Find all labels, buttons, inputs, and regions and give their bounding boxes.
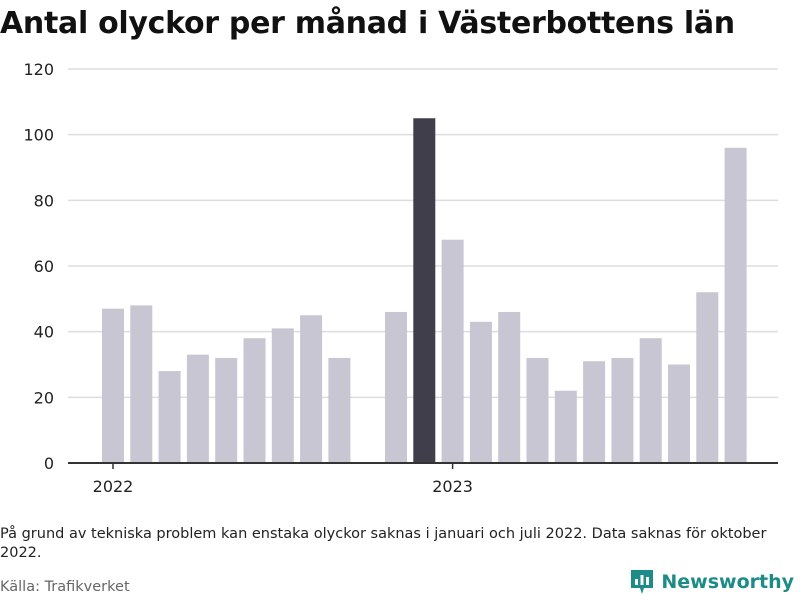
bar-2023-10 bbox=[696, 292, 719, 463]
bar-2022-07 bbox=[271, 328, 294, 463]
brand-logo: Newsworthy bbox=[629, 568, 794, 596]
y-tick-label: 0 bbox=[44, 454, 54, 473]
y-tick-label: 40 bbox=[34, 323, 54, 342]
y-tick-label: 20 bbox=[34, 388, 54, 407]
bars bbox=[102, 118, 747, 464]
bar-2023-05 bbox=[554, 390, 577, 463]
bar-chart-logo-icon bbox=[631, 570, 654, 594]
bar-2022-11 bbox=[385, 311, 407, 463]
x-tick-label: 2022 bbox=[93, 477, 134, 496]
bar-2022-04 bbox=[186, 354, 209, 463]
bar-2022-05 bbox=[215, 357, 238, 463]
bar-2023-08 bbox=[639, 338, 662, 463]
source-note: Källa: Trafikverket bbox=[0, 579, 130, 595]
bar-2022-12 bbox=[413, 118, 436, 463]
chart-title: Antal olyckor per månad i Västerbottens … bbox=[0, 6, 735, 41]
y-tick-label: 80 bbox=[34, 191, 54, 210]
bar-2022-09 bbox=[328, 357, 351, 463]
y-tick-label: 100 bbox=[23, 126, 54, 145]
x-axis: 2022 2023 bbox=[68, 462, 778, 496]
bar-2023-02 bbox=[469, 321, 492, 463]
y-axis-ticks: 0 20 40 60 80 100 120 bbox=[23, 60, 54, 473]
bar-2022-03 bbox=[158, 371, 181, 463]
bar-chart: 0 20 40 60 80 100 120 2022 2023 bbox=[23, 60, 778, 496]
footnote: På grund av tekniska problem kan enstaka… bbox=[0, 526, 767, 561]
bar-2023-01 bbox=[441, 239, 464, 463]
bar-2023-03 bbox=[498, 311, 521, 463]
bar-2022-02 bbox=[130, 305, 153, 463]
bar-2023-06 bbox=[583, 361, 606, 463]
bar-2022-06 bbox=[243, 338, 266, 463]
y-tick-label: 60 bbox=[34, 257, 54, 276]
bar-2023-04 bbox=[526, 357, 549, 463]
y-tick-label: 120 bbox=[23, 60, 54, 79]
bar-2023-07 bbox=[611, 357, 634, 463]
bar-2022-01 bbox=[102, 308, 124, 463]
bar-2023-09 bbox=[668, 364, 690, 463]
bar-2023-11 bbox=[724, 147, 747, 464]
bar-2022-08 bbox=[300, 315, 323, 463]
x-tick-label: 2023 bbox=[432, 477, 473, 496]
brand-name: Newsworthy bbox=[661, 571, 794, 593]
